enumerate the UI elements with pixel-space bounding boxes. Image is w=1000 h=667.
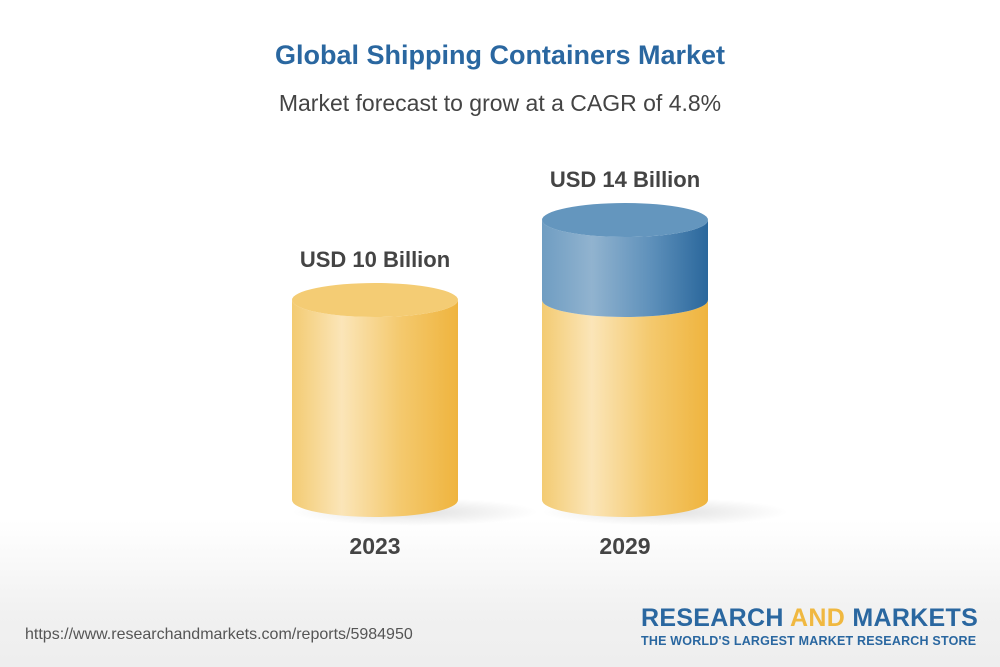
logo-tagline: THE WORLD'S LARGEST MARKET RESEARCH STOR…: [641, 634, 977, 648]
cylinder-base-segment: [542, 300, 708, 517]
cylinder-base-segment: [292, 300, 458, 517]
category-label: 2023: [349, 533, 400, 559]
value-label: USD 14 Billion: [550, 167, 700, 192]
cylinder-top-cap: [292, 283, 458, 317]
chart-title: Global Shipping Containers Market: [274, 40, 726, 70]
research-and-markets-logo: RESEARCH AND MARKETS THE WORLD'S LARGEST…: [641, 604, 979, 648]
chart-subtitle: Market forecast to grow at a CAGR of 4.8…: [278, 90, 722, 116]
category-label: 2029: [599, 533, 650, 559]
value-label: USD 10 Billion: [300, 247, 450, 272]
cylinder-growth-segment: [542, 220, 708, 317]
report-url[interactable]: https://www.researchandmarkets.com/repor…: [25, 626, 413, 643]
cylinder-chart: USD 10 Billion 2023 USD 14 Billion 2029: [292, 167, 788, 559]
cylinder-top-cap: [542, 203, 708, 237]
